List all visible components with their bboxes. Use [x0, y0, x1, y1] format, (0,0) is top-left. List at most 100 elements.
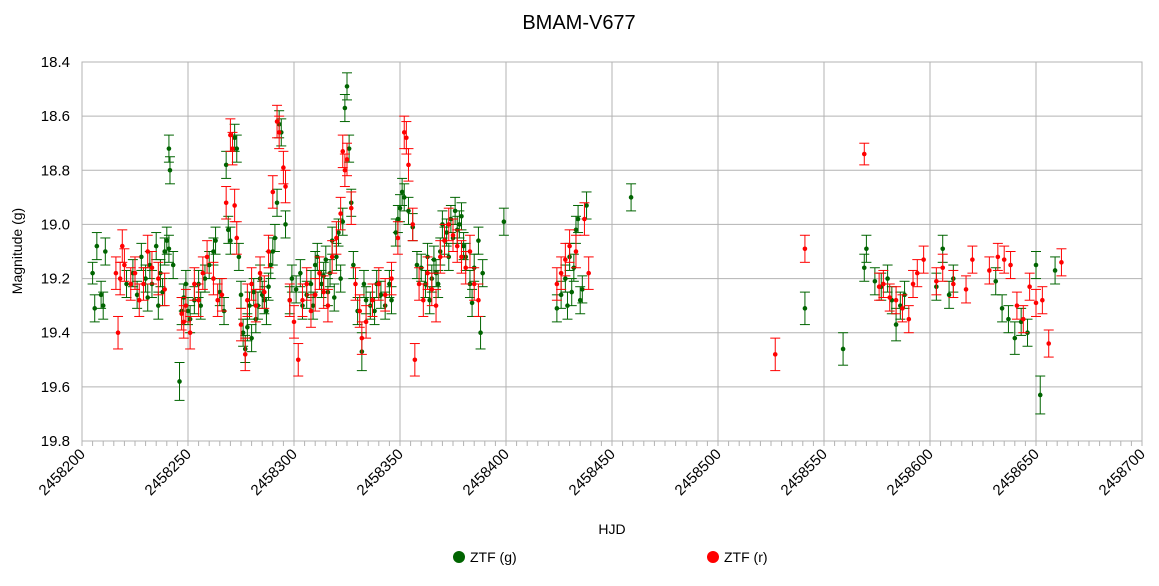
point-marker [395, 235, 401, 241]
point-marker [1059, 260, 1064, 265]
data-point [458, 232, 469, 261]
point-marker [406, 208, 411, 214]
y-tick-label: 19.4 [41, 325, 70, 342]
data-point [91, 232, 102, 261]
data-point [416, 253, 427, 282]
data-point [912, 259, 923, 288]
data-point [225, 118, 236, 152]
point-marker [567, 243, 572, 249]
data-point [799, 291, 810, 326]
point-marker [772, 352, 778, 357]
point-marker [234, 146, 240, 151]
data-point [163, 234, 174, 263]
point-marker [921, 257, 926, 262]
point-marker [1052, 268, 1058, 273]
point-marker [1008, 262, 1013, 268]
data-point [322, 288, 333, 323]
data-point [564, 229, 575, 263]
data-point [246, 324, 257, 353]
data-point [392, 221, 403, 255]
point-marker [319, 281, 324, 287]
point-marker [995, 254, 1001, 260]
data-point [908, 269, 919, 299]
data-point [422, 256, 433, 290]
data-point [233, 242, 244, 271]
point-marker [435, 281, 441, 287]
y-tick-label: 19.2 [41, 271, 70, 288]
data-point [327, 240, 338, 274]
point-marker [348, 205, 354, 211]
point-marker [1012, 335, 1018, 341]
data-point [119, 248, 130, 282]
point-marker [454, 243, 460, 249]
point-marker [211, 276, 216, 281]
data-point [583, 256, 594, 290]
point-marker [480, 270, 485, 276]
data-point [443, 207, 454, 242]
point-marker [283, 184, 288, 189]
y-tick-label: 18.4 [41, 54, 70, 71]
point-marker [461, 243, 466, 249]
point-marker [802, 246, 808, 252]
data-point [335, 264, 346, 293]
data-point [259, 275, 270, 309]
data-point [163, 134, 174, 163]
point-marker [864, 246, 869, 252]
data-point [1031, 251, 1041, 280]
point-marker [240, 330, 246, 336]
data-point [967, 245, 978, 274]
point-marker [213, 238, 218, 243]
point-marker [1040, 297, 1045, 303]
point-marker [344, 157, 350, 162]
data-point [316, 269, 327, 299]
point-marker [149, 265, 155, 271]
point-marker [167, 167, 173, 173]
data-point [335, 196, 346, 231]
point-marker [232, 135, 237, 141]
data-point [96, 280, 107, 309]
point-marker [421, 297, 426, 303]
point-marker [353, 281, 358, 287]
point-marker [1046, 341, 1052, 346]
point-marker [198, 303, 204, 308]
point-marker [963, 287, 969, 292]
data-point [348, 251, 359, 280]
point-marker [993, 278, 999, 284]
data-point [859, 142, 870, 166]
point-marker [289, 276, 295, 281]
point-marker [139, 254, 144, 260]
point-marker [253, 303, 259, 308]
data-point [579, 202, 590, 236]
point-marker [298, 270, 303, 276]
data-point [333, 218, 344, 247]
y-tick-label: 19.6 [41, 379, 70, 396]
point-marker [387, 281, 392, 287]
data-point [89, 294, 100, 323]
legend-marker-r [707, 551, 719, 563]
point-marker [211, 249, 216, 254]
point-marker [951, 281, 956, 287]
point-marker [270, 189, 276, 195]
point-marker [389, 276, 394, 281]
point-marker [283, 222, 288, 227]
point-marker [141, 281, 146, 287]
point-marker [187, 330, 193, 336]
point-marker [183, 303, 189, 308]
data-points [87, 72, 1067, 415]
data-point [125, 267, 136, 301]
data-point [1009, 321, 1020, 355]
point-marker [204, 254, 210, 260]
point-marker [266, 249, 271, 254]
y-tick-label: 19.8 [41, 433, 70, 450]
data-point [168, 251, 179, 280]
data-point [903, 305, 914, 334]
point-marker [940, 246, 946, 252]
point-marker [119, 243, 125, 249]
point-marker [999, 306, 1005, 311]
data-point [159, 237, 170, 266]
point-marker [378, 292, 384, 298]
point-marker [389, 297, 394, 303]
data-point [367, 283, 378, 317]
point-marker [103, 249, 108, 254]
data-point [98, 291, 109, 320]
